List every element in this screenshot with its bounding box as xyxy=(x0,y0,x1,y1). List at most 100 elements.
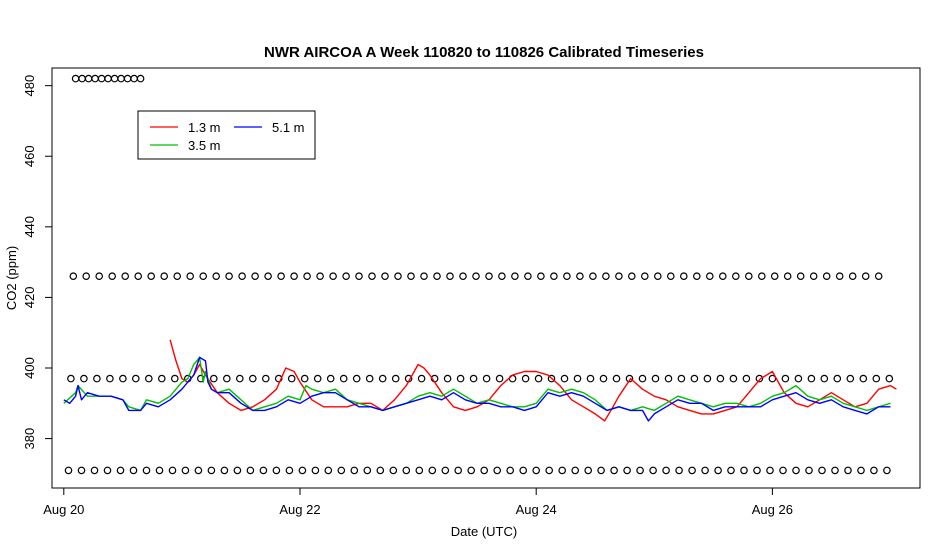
calibration-marker xyxy=(236,374,244,383)
calibration-marker xyxy=(129,466,138,475)
x-tick-label: Aug 22 xyxy=(279,502,320,517)
calibration-marker xyxy=(220,466,229,475)
calibration-marker xyxy=(653,272,662,281)
calibration-marker xyxy=(753,466,761,475)
calibration-marker xyxy=(132,374,140,383)
calibration-marker xyxy=(326,374,335,383)
calibration-marker xyxy=(64,466,73,475)
calibration-marker xyxy=(809,272,818,281)
calibration-marker xyxy=(727,466,735,475)
calibration-marker xyxy=(677,374,686,383)
calibration-marker xyxy=(342,272,350,281)
calibration-marker xyxy=(259,466,268,475)
calibration-marker xyxy=(692,272,701,281)
calibration-marker xyxy=(147,272,156,281)
calibration-marker xyxy=(123,74,132,83)
calibration-marker xyxy=(233,466,242,475)
chart-title: NWR AIRCOA A Week 110820 to 110826 Calib… xyxy=(264,44,704,61)
calibration-marker xyxy=(627,272,636,281)
calibration-marker xyxy=(524,272,532,281)
legend: 1.3 m 3.5 m 5.1 m xyxy=(137,110,316,160)
calibration-marker xyxy=(82,272,91,281)
calibration-marker xyxy=(363,466,372,475)
calibration-marker xyxy=(675,466,683,475)
calibration-marker xyxy=(820,374,829,383)
calibration-marker xyxy=(822,272,831,281)
calibration-marker xyxy=(428,466,437,475)
calibration-marker xyxy=(300,374,309,383)
calibration-marker xyxy=(602,272,610,281)
calibration-marker xyxy=(688,466,696,475)
calibration-marker xyxy=(651,374,660,383)
calibration-marker xyxy=(857,466,865,475)
calibration-marker xyxy=(664,374,673,383)
calibration-marker xyxy=(573,374,582,383)
y-tick-label: 440 xyxy=(22,216,37,238)
calibration-marker xyxy=(779,466,787,475)
calibration-marker xyxy=(290,272,298,281)
calibration-marker xyxy=(210,374,218,383)
calibration-marker xyxy=(264,272,272,281)
calibration-marker xyxy=(313,374,322,383)
calibration-marker xyxy=(441,466,450,475)
calibration-marker xyxy=(368,272,376,281)
calibration-marker xyxy=(885,374,894,383)
calibration-marker xyxy=(638,374,647,383)
calibration-marker xyxy=(365,374,374,383)
legend-label-5-1m: 5.1 m xyxy=(272,120,305,135)
series-layer xyxy=(63,339,897,422)
calibration-marker xyxy=(134,272,143,281)
calibration-marker xyxy=(586,374,595,383)
calibration-marker xyxy=(662,466,670,475)
x-tick-label: Aug 20 xyxy=(43,502,84,517)
calibration-marker xyxy=(142,466,151,475)
calibration-marker xyxy=(443,374,452,383)
calibration-marker xyxy=(640,272,649,281)
calibration-marker xyxy=(337,466,346,475)
calibration-marker xyxy=(155,466,164,475)
calibration-marker xyxy=(173,272,182,281)
x-tick-label: Aug 24 xyxy=(516,502,557,517)
calibration-marker xyxy=(324,466,333,475)
calibration-marker xyxy=(212,272,221,281)
calibration-marker xyxy=(378,374,387,383)
calibration-marker xyxy=(97,74,106,83)
calibration-marker xyxy=(511,272,519,281)
calibration-marker xyxy=(521,374,530,383)
calibration-marker xyxy=(716,374,725,383)
calibration-marker xyxy=(108,272,117,281)
calibration-marker xyxy=(225,272,233,281)
calibration-marker xyxy=(454,466,463,475)
calibration-marker xyxy=(207,466,216,475)
calibration-marker xyxy=(848,272,857,281)
calibration-marker xyxy=(690,374,699,383)
calibration-marker xyxy=(612,374,621,383)
calibration-marker xyxy=(389,466,398,475)
calibration-marker xyxy=(168,466,177,475)
calibration-marker xyxy=(119,374,127,383)
calibration-marker xyxy=(316,272,324,281)
calibration-marker xyxy=(781,374,790,383)
calibration-marker xyxy=(394,272,402,281)
calibration-marker xyxy=(519,466,528,475)
calibration-marker xyxy=(145,374,153,383)
calibration-marker xyxy=(558,466,567,475)
calibration-marker xyxy=(350,466,359,475)
y-tick-label: 480 xyxy=(22,75,37,97)
calibration-marker xyxy=(493,466,502,475)
calibration-marker xyxy=(277,272,285,281)
legend-label-3-5m: 3.5 m xyxy=(188,138,221,153)
calibration-marker xyxy=(238,272,246,281)
y-tick-label: 400 xyxy=(22,357,37,379)
calibration-marker xyxy=(625,374,634,383)
calibration-marker xyxy=(67,374,75,383)
calibration-marker xyxy=(636,466,644,475)
calibration-marker xyxy=(883,466,891,475)
calibration-marker xyxy=(714,466,722,475)
calibration-marker xyxy=(104,74,112,83)
calibration-marker xyxy=(563,272,571,281)
calibration-marker xyxy=(818,466,826,475)
legend-label-1-3m: 1.3 m xyxy=(188,120,221,135)
calibration-marker xyxy=(78,74,86,83)
calibration-marker xyxy=(729,374,738,383)
